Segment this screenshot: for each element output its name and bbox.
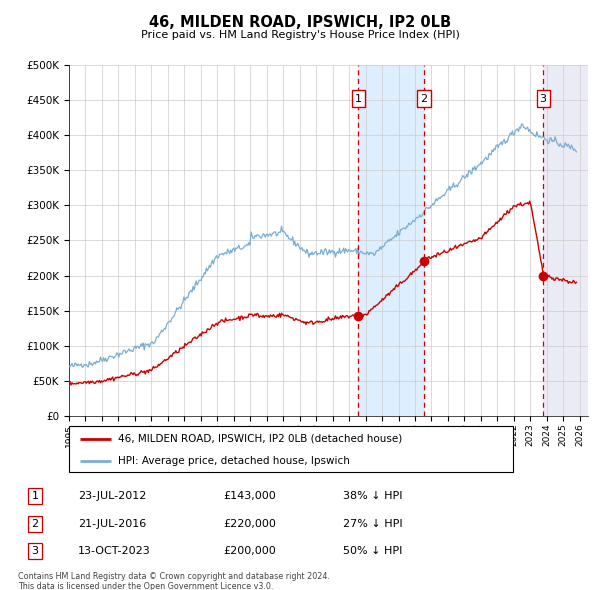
Text: £143,000: £143,000 [223, 491, 276, 502]
Text: 38% ↓ HPI: 38% ↓ HPI [343, 491, 403, 502]
Text: 27% ↓ HPI: 27% ↓ HPI [343, 519, 403, 529]
Text: 23-JUL-2012: 23-JUL-2012 [78, 491, 146, 502]
FancyBboxPatch shape [69, 426, 513, 472]
Text: 50% ↓ HPI: 50% ↓ HPI [343, 546, 402, 556]
Text: 3: 3 [539, 94, 547, 104]
Text: 2: 2 [421, 94, 428, 104]
Text: 13-OCT-2023: 13-OCT-2023 [78, 546, 151, 556]
Text: 2: 2 [32, 519, 38, 529]
Text: HPI: Average price, detached house, Ipswich: HPI: Average price, detached house, Ipsw… [118, 456, 350, 466]
Text: 21-JUL-2016: 21-JUL-2016 [78, 519, 146, 529]
Text: 1: 1 [355, 94, 362, 104]
Text: Price paid vs. HM Land Registry's House Price Index (HPI): Price paid vs. HM Land Registry's House … [140, 30, 460, 40]
Text: 3: 3 [32, 546, 38, 556]
Bar [543, 65, 588, 416]
Text: Contains HM Land Registry data © Crown copyright and database right 2024.: Contains HM Land Registry data © Crown c… [18, 572, 330, 581]
Text: £220,000: £220,000 [223, 519, 276, 529]
Text: £200,000: £200,000 [223, 546, 276, 556]
Text: 46, MILDEN ROAD, IPSWICH, IP2 0LB (detached house): 46, MILDEN ROAD, IPSWICH, IP2 0LB (detac… [118, 434, 402, 444]
Text: 46, MILDEN ROAD, IPSWICH, IP2 0LB: 46, MILDEN ROAD, IPSWICH, IP2 0LB [149, 15, 451, 30]
Text: 1: 1 [32, 491, 38, 502]
Bar [358, 65, 424, 416]
Text: This data is licensed under the Open Government Licence v3.0.: This data is licensed under the Open Gov… [18, 582, 274, 590]
